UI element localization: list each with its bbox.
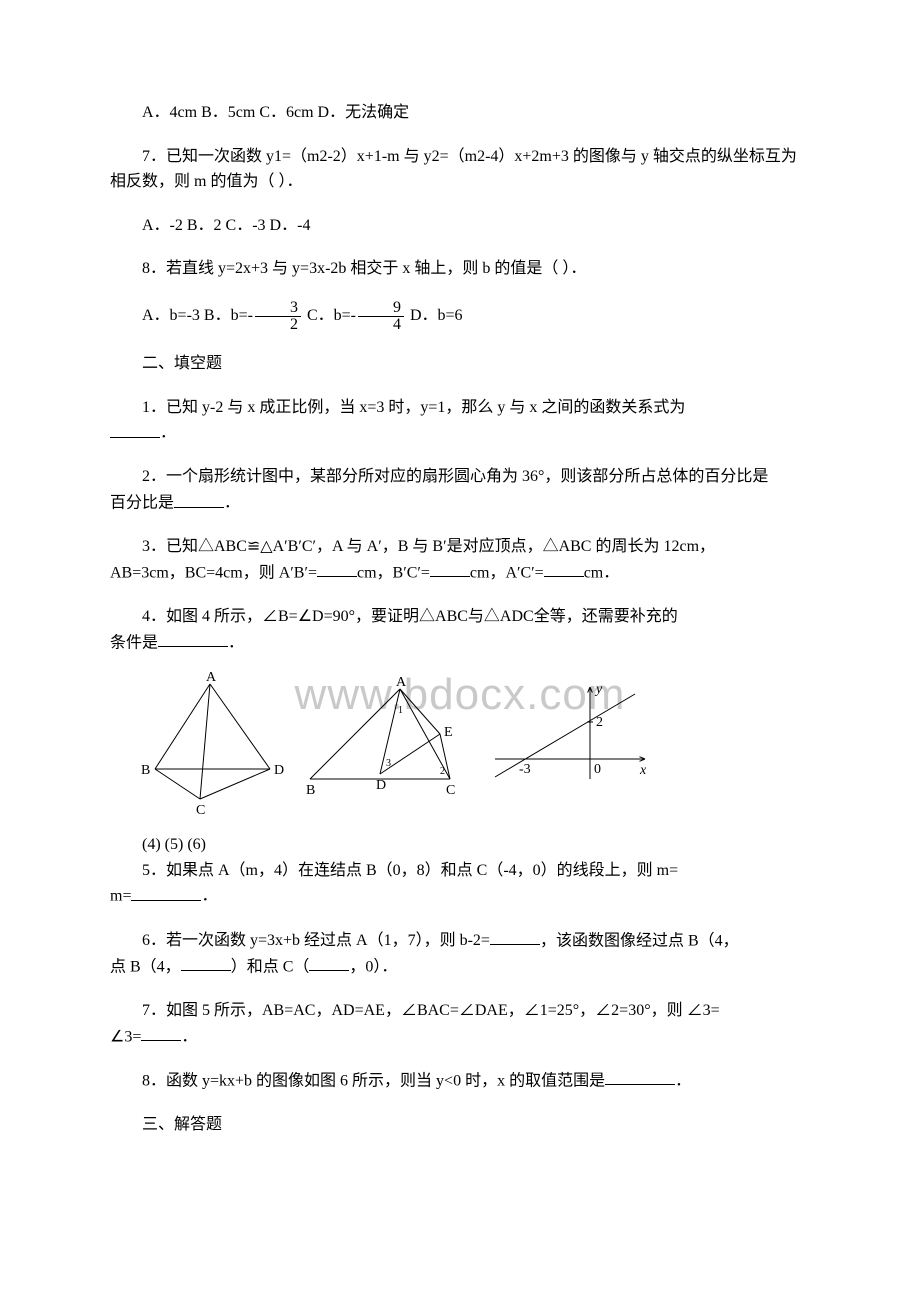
q8-opt-d: D．b=6 [406,307,463,324]
blank [544,560,584,578]
q8-opt-c: C．b=- [303,307,356,324]
blank [605,1068,675,1086]
page-content: A．4cm B．5cm C．6cm D．无法确定 7．已知一次函数 y1=（m2… [110,100,810,1138]
q8-text: 8．若直线 y=2x+3 与 y=3x-2b 相交于 x 轴上，则 b 的值是（… [110,256,810,282]
svg-text:C: C [196,803,205,818]
svg-text:C: C [446,783,455,798]
blank [309,954,349,972]
svg-text:B: B [306,783,315,798]
svg-text:x: x [639,763,647,778]
svg-text:-3: -3 [519,762,531,777]
fill-3: 3．已知△ABC≌△A′B′C′，A 与 A′，B 与 B′是对应顶点，△ABC… [110,534,810,586]
fill-5: 5．如果点 A（m，4）在连结点 B（0，8）和点 C（-4，0）的线段上，则 … [110,858,810,910]
geometry-figures: ABCDABCDE132xy0-32 [140,674,660,814]
fraction-3-2: 32 [255,300,301,333]
svg-text:1: 1 [398,705,403,716]
svg-text:D: D [376,778,386,793]
fill-7: 7．如图 5 所示，AB=AC，AD=AE，∠BAC=∠DAE，∠1=25°，∠… [110,998,810,1050]
blank [490,928,540,946]
fill-8: 8．函数 y=kx+b 的图像如图 6 所示，则当 y<0 时，x 的取值范围是… [110,1068,810,1094]
q8-opt-a: A．b=-3 B．b=- [142,307,253,324]
blank [131,883,201,901]
blank [430,560,470,578]
blank [158,630,228,648]
svg-text:y: y [594,682,603,697]
fill-1: 1．已知 y-2 与 x 成正比例，当 x=3 时，y=1，那么 y 与 x 之… [110,395,810,447]
blank [181,954,231,972]
fill-2: 2．一个扇形统计图中，某部分所对应的扇形圆心角为 36°，则该部分所占总体的百分… [110,464,810,516]
fill-4: 4．如图 4 所示，∠B=∠D=90°，要证明△ABC与△ADC全等，还需要补充… [110,604,810,656]
fraction-9-4: 94 [358,300,404,333]
blank [317,560,357,578]
svg-text:D: D [274,763,284,778]
figure-row: ABCDABCDE132xy0-32 [140,674,810,823]
blank [110,420,160,438]
svg-text:2: 2 [596,715,603,730]
section-2-title: 二、填空题 [110,351,810,377]
q6-options: A．4cm B．5cm C．6cm D．无法确定 [110,100,810,126]
q7-options: A．-2 B．2 C．-3 D．-4 [110,213,810,239]
svg-text:B: B [141,763,150,778]
svg-text:E: E [444,725,453,740]
fill-6: 6．若一次函数 y=3x+b 经过点 A（1，7），则 b-2=，该函数图像经过… [110,928,810,980]
svg-text:2: 2 [440,766,445,777]
blank [174,490,224,508]
svg-text:A: A [206,670,217,685]
section-3-title: 三、解答题 [110,1112,810,1138]
figure-caption: (4) (5) (6) [110,832,810,858]
blank [141,1024,181,1042]
svg-text:A: A [396,675,407,690]
q8-options: A．b=-3 B．b=-32 C．b=-94 D．b=6 [110,300,810,333]
svg-text:0: 0 [594,762,601,777]
svg-text:3: 3 [386,758,391,769]
q7-text: 7．已知一次函数 y1=（m2-2）x+1-m 与 y2=（m2-4）x+2m+… [110,144,810,195]
